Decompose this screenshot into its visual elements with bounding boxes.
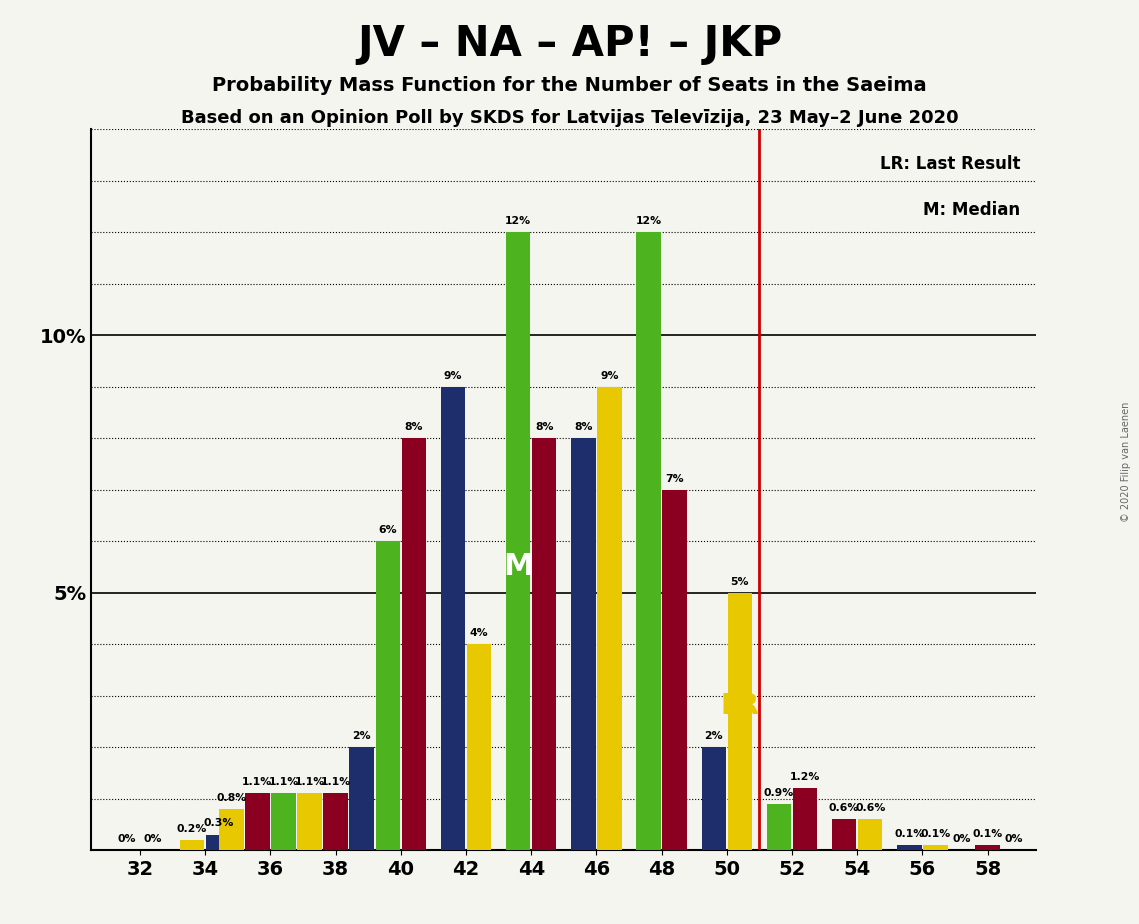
Text: 5%: 5% (730, 577, 749, 587)
Text: 12%: 12% (636, 216, 662, 226)
Text: 0.2%: 0.2% (177, 823, 207, 833)
Text: 8%: 8% (535, 422, 554, 432)
Bar (571, 438, 596, 850)
Text: Based on an Opinion Poll by SKDS for Latvijas Televīzija, 23 May–2 June 2020: Based on an Opinion Poll by SKDS for Lat… (181, 109, 958, 127)
Text: 1.1%: 1.1% (243, 777, 272, 787)
Bar (898, 845, 921, 850)
Text: 0.9%: 0.9% (764, 787, 794, 797)
Bar (597, 387, 622, 850)
Text: 1.1%: 1.1% (294, 777, 325, 787)
Bar (831, 820, 857, 850)
Text: Probability Mass Function for the Number of Seats in the Saeima: Probability Mass Function for the Number… (212, 76, 927, 95)
Text: 8%: 8% (404, 422, 423, 432)
Bar (206, 834, 230, 850)
Text: 2%: 2% (704, 731, 723, 741)
Bar (924, 845, 948, 850)
Text: 0%: 0% (117, 833, 137, 844)
Text: 0.6%: 0.6% (855, 803, 885, 813)
Text: 1.2%: 1.2% (789, 772, 820, 782)
Bar (858, 820, 883, 850)
Text: 0.8%: 0.8% (216, 793, 246, 803)
Bar (245, 794, 270, 850)
Text: 0%: 0% (144, 833, 163, 844)
Bar (506, 232, 531, 850)
Bar (402, 438, 426, 850)
Bar (663, 490, 687, 850)
Bar (702, 748, 726, 850)
Text: 0%: 0% (952, 833, 970, 844)
Text: M: M (503, 553, 533, 581)
Text: 0.3%: 0.3% (203, 819, 233, 829)
Bar (793, 788, 818, 850)
Text: 4%: 4% (469, 628, 489, 638)
Bar (767, 804, 792, 850)
Text: LR: Last Result: LR: Last Result (879, 155, 1021, 173)
Bar (532, 438, 557, 850)
Bar (637, 232, 661, 850)
Text: 9%: 9% (444, 371, 462, 381)
Bar (180, 840, 204, 850)
Bar (271, 794, 296, 850)
Text: 7%: 7% (665, 473, 683, 483)
Bar (441, 387, 465, 850)
Text: 1.1%: 1.1% (269, 777, 298, 787)
Bar (728, 592, 752, 850)
Text: 12%: 12% (505, 216, 531, 226)
Text: 0.1%: 0.1% (894, 829, 925, 839)
Text: LR: LR (720, 692, 760, 720)
Text: 1.1%: 1.1% (320, 777, 351, 787)
Text: 0%: 0% (1005, 833, 1023, 844)
Text: 0.1%: 0.1% (920, 829, 951, 839)
Bar (975, 845, 1000, 850)
Text: 2%: 2% (352, 731, 371, 741)
Text: © 2020 Filip van Laenen: © 2020 Filip van Laenen (1121, 402, 1131, 522)
Bar (297, 834, 321, 850)
Text: JV – NA – AP! – JKP: JV – NA – AP! – JKP (357, 23, 782, 65)
Text: 6%: 6% (378, 525, 398, 535)
Bar (350, 748, 374, 850)
Bar (467, 644, 491, 850)
Bar (376, 541, 400, 850)
Text: 0.1%: 0.1% (973, 829, 1002, 839)
Bar (219, 808, 244, 850)
Bar (297, 794, 321, 850)
Text: 0.6%: 0.6% (829, 803, 859, 813)
Text: 8%: 8% (574, 422, 592, 432)
Text: M: Median: M: Median (923, 201, 1021, 219)
Text: 9%: 9% (600, 371, 618, 381)
Bar (323, 794, 347, 850)
